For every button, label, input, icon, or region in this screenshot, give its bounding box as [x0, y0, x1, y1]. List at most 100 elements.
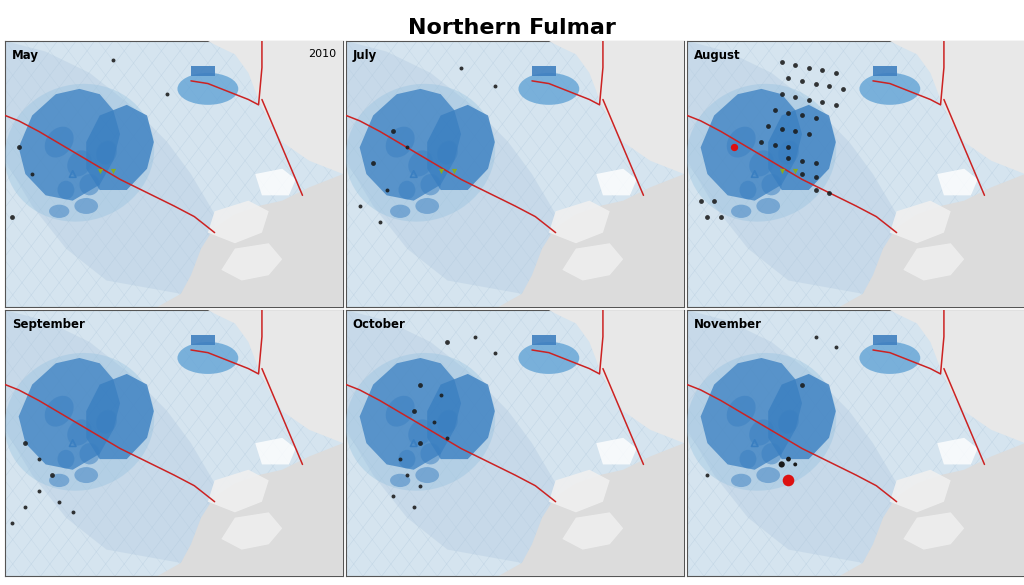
Polygon shape	[427, 105, 495, 190]
Point	[787, 92, 804, 102]
Ellipse shape	[390, 205, 411, 218]
Point	[780, 455, 797, 464]
Polygon shape	[562, 243, 624, 281]
Point	[794, 156, 810, 166]
Polygon shape	[937, 438, 978, 464]
Bar	[872, 335, 897, 345]
Point	[807, 159, 823, 168]
Polygon shape	[5, 310, 215, 563]
Point	[426, 417, 442, 426]
Polygon shape	[208, 310, 343, 443]
Point	[486, 348, 503, 357]
Point	[31, 455, 47, 464]
Point	[807, 113, 823, 123]
Polygon shape	[687, 41, 897, 294]
Ellipse shape	[750, 419, 774, 446]
Ellipse shape	[778, 141, 799, 164]
Ellipse shape	[859, 342, 921, 374]
Polygon shape	[937, 168, 978, 195]
Point	[794, 170, 810, 179]
Point	[51, 497, 68, 507]
Point	[767, 140, 783, 149]
Point	[406, 407, 422, 416]
Point	[91, 167, 108, 176]
Point	[65, 508, 81, 517]
Point	[773, 90, 790, 99]
Ellipse shape	[731, 474, 752, 487]
Text: July: July	[353, 49, 377, 62]
Polygon shape	[208, 470, 268, 512]
Ellipse shape	[386, 396, 415, 426]
Point	[801, 95, 817, 104]
Point	[439, 433, 456, 442]
Point	[787, 167, 804, 176]
Point	[821, 188, 838, 197]
Polygon shape	[474, 174, 684, 307]
Ellipse shape	[49, 474, 70, 487]
Point	[807, 332, 823, 342]
Polygon shape	[903, 512, 965, 550]
Ellipse shape	[762, 443, 781, 464]
Ellipse shape	[57, 181, 75, 199]
Point	[406, 170, 422, 179]
Ellipse shape	[518, 342, 580, 374]
Point	[801, 63, 817, 72]
Point	[794, 380, 810, 389]
Point	[10, 143, 27, 152]
Point	[773, 167, 790, 176]
Point	[713, 212, 729, 221]
Ellipse shape	[762, 174, 781, 195]
Ellipse shape	[57, 450, 75, 469]
Point	[65, 439, 81, 448]
Point	[17, 439, 34, 448]
Point	[773, 460, 790, 469]
Point	[780, 74, 797, 83]
Polygon shape	[346, 41, 556, 294]
Point	[794, 111, 810, 120]
Point	[706, 196, 722, 205]
Text: September: September	[12, 318, 85, 331]
Point	[398, 143, 415, 152]
Ellipse shape	[409, 419, 433, 446]
Point	[379, 185, 395, 195]
Ellipse shape	[68, 419, 92, 446]
Point	[31, 486, 47, 495]
Polygon shape	[890, 470, 950, 512]
Point	[365, 159, 381, 168]
Ellipse shape	[750, 150, 774, 177]
Ellipse shape	[398, 450, 416, 469]
Polygon shape	[549, 201, 609, 243]
Point	[726, 143, 742, 152]
Point	[807, 172, 823, 181]
Point	[780, 108, 797, 118]
Polygon shape	[18, 89, 120, 201]
Ellipse shape	[68, 150, 92, 177]
Point	[392, 455, 409, 464]
Polygon shape	[700, 89, 802, 201]
Bar	[191, 335, 215, 345]
Polygon shape	[474, 443, 684, 576]
Point	[760, 122, 776, 131]
Point	[835, 84, 851, 94]
Ellipse shape	[390, 474, 411, 487]
Point	[801, 129, 817, 139]
Polygon shape	[549, 310, 684, 443]
Polygon shape	[890, 310, 1024, 443]
Polygon shape	[18, 358, 120, 470]
Point	[351, 201, 368, 211]
Point	[780, 153, 797, 163]
Ellipse shape	[757, 467, 780, 483]
Point	[827, 100, 844, 109]
Point	[787, 460, 804, 469]
Ellipse shape	[177, 342, 239, 374]
Point	[65, 170, 81, 179]
Point	[746, 170, 763, 179]
Polygon shape	[768, 105, 836, 190]
Point	[17, 503, 34, 512]
Point	[814, 66, 830, 75]
Polygon shape	[562, 512, 624, 550]
Polygon shape	[255, 438, 296, 464]
Ellipse shape	[416, 467, 439, 483]
Ellipse shape	[518, 73, 580, 105]
Polygon shape	[687, 310, 897, 563]
